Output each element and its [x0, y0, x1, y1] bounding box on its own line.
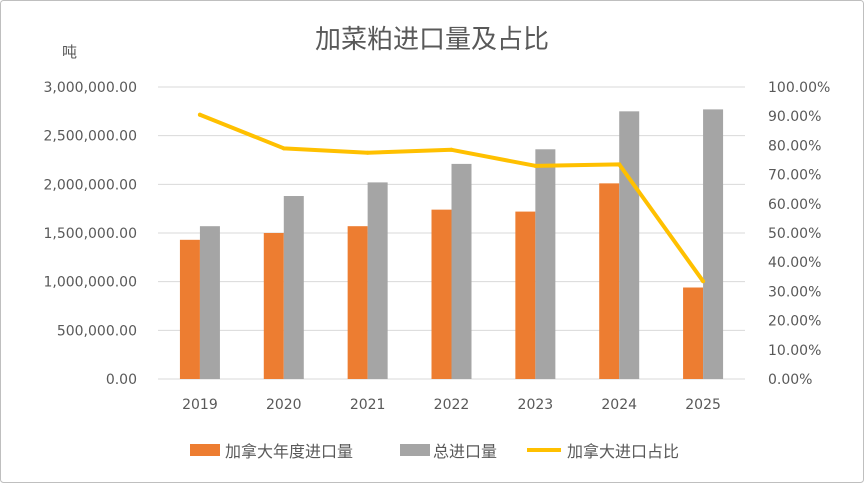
x-axis-tick-labels: 2019 2020 2021 2022 2023 2024 2025 — [182, 397, 721, 413]
left-axis-tick-label: 1,500,000.00 — [43, 226, 137, 242]
legend-label-canada-annual-import: 加拿大年度进口量 — [225, 442, 353, 461]
right-axis-tick-label: 40.00% — [768, 255, 821, 271]
bar-canada-annual-import-2020 — [263, 233, 284, 379]
right-axis-tick-label: 80.00% — [768, 138, 821, 154]
legend-label-total-import: 总进口量 — [433, 442, 497, 461]
right-axis-tick-label: 30.00% — [768, 284, 821, 300]
point-canada-import-share-2020 — [281, 146, 286, 151]
right-axis-tick-labels: 0.00% 10.00% 20.00% 30.00% 40.00% 50.00% 60.00… — [768, 80, 830, 388]
left-axis-tick-label: 2,500,000.00 — [43, 129, 137, 145]
point-canada-import-share-2023 — [533, 163, 538, 168]
right-axis-tick-label: 70.00% — [768, 168, 821, 184]
bar-canada-annual-import-2019 — [179, 239, 200, 379]
right-axis-tick-label: 60.00% — [768, 197, 821, 213]
chart-title: 加菜粕进口量及占比 — [315, 25, 549, 55]
bar-total-import-2024 — [619, 111, 640, 379]
bar-canada-annual-import-2022 — [431, 209, 452, 379]
bar-canada-annual-import-2025 — [683, 287, 704, 379]
right-axis-tick-label: 100.00% — [768, 80, 830, 96]
legend-marker-total-import — [400, 444, 430, 456]
right-axis-tick-label: 0.00% — [768, 372, 812, 388]
bar-total-import-2025 — [703, 109, 724, 380]
bar-canada-annual-import-2021 — [347, 226, 368, 379]
y-axis-unit-label: 吨 — [62, 43, 77, 61]
legend-label-canada-import-share: 加拿大进口占比 — [567, 442, 679, 461]
x-axis-tick-label: 2021 — [350, 397, 386, 413]
point-canada-import-share-2025 — [701, 279, 706, 284]
bar-total-import-2019 — [199, 226, 220, 379]
point-canada-import-share-2019 — [197, 112, 202, 117]
line-series-group — [197, 112, 706, 284]
x-axis-tick-label: 2023 — [518, 397, 554, 413]
point-canada-import-share-2022 — [449, 147, 454, 152]
bar-total-import-2020 — [283, 196, 304, 379]
x-axis-tick-label: 2019 — [182, 397, 218, 413]
legend: 加拿大年度进口量 总进口量 加拿大进口占比 — [190, 442, 679, 461]
point-canada-import-share-2021 — [365, 150, 370, 155]
x-axis-tick-label: 2020 — [266, 397, 302, 413]
left-axis-tick-labels: 0.00 500,000.00 1,000,000.00 1,500,000.00 2,… — [43, 80, 137, 388]
point-canada-import-share-2024 — [617, 162, 622, 167]
right-axis-tick-label: 10.00% — [768, 343, 821, 359]
left-axis-tick-label: 3,000,000.00 — [43, 80, 137, 96]
left-axis-tick-label: 0.00 — [106, 372, 137, 388]
bar-total-import-2023 — [535, 149, 556, 379]
left-axis-tick-label: 1,000,000.00 — [43, 275, 137, 291]
x-axis-tick-label: 2022 — [434, 397, 470, 413]
left-axis-tick-label: 2,000,000.00 — [43, 177, 137, 193]
bar-series-group — [179, 109, 724, 380]
bar-canada-annual-import-2023 — [515, 211, 536, 379]
bar-canada-annual-import-2024 — [599, 183, 620, 379]
bar-total-import-2022 — [451, 163, 472, 379]
legend-marker-canada-annual-import — [190, 444, 220, 456]
x-axis-tick-label: 2024 — [601, 397, 637, 413]
right-axis-tick-label: 20.00% — [768, 314, 821, 330]
x-axis-tick-label: 2025 — [685, 397, 721, 413]
left-axis-tick-label: 500,000.00 — [57, 323, 137, 339]
right-axis-tick-label: 50.00% — [768, 226, 821, 242]
bar-total-import-2021 — [367, 182, 388, 379]
right-axis-tick-label: 90.00% — [768, 109, 821, 125]
